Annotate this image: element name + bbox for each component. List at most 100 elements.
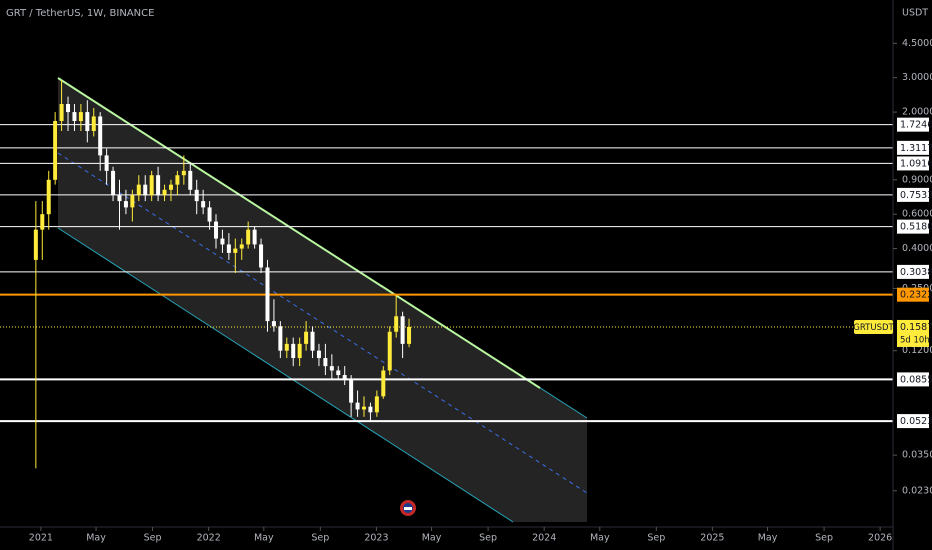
candle-body [323,358,328,367]
y-tick-label: 2.0000 [902,107,932,118]
price-badge [897,319,929,347]
candle-body [162,189,167,196]
level-label: 0.5180 [900,222,932,233]
candle-body [374,396,379,413]
x-tick-label: Sep [647,533,665,544]
candle-body [40,214,45,230]
y-tick-label: 0.0350 [902,450,932,461]
candle-body [136,184,141,196]
y-tick-label: 0.1200 [902,345,932,356]
candle-body [297,343,302,359]
candle-body [104,155,109,171]
y-axis-label: USDT [902,8,928,19]
channel-lower [57,227,514,523]
levels [0,124,893,423]
level-badge [897,219,929,234]
level-label: 1.0916 [900,158,932,169]
level-label: 1.7246 [900,120,932,131]
x-tick-label: May [758,533,778,544]
candle-body [168,184,173,190]
candle-body [278,326,283,351]
level-badge [897,117,929,132]
candle-body [175,175,180,185]
x-tick-label: Sep [815,533,833,544]
symbol-label: GRTUSDT [853,323,894,333]
level-badge [897,156,929,171]
x-tick-label: 2024 [532,533,556,544]
y-tick-label: 3.0000 [902,72,932,83]
level-label: 0.0855 [900,374,932,385]
x-tick-label: Sep [311,533,329,544]
candle-body [181,170,186,176]
candle-body [123,201,128,208]
candle-body [239,244,244,249]
x-tick-label: May [254,533,274,544]
channel-mid [57,152,588,494]
x-tick-label: 2022 [197,533,221,544]
candle-body [336,370,341,376]
level-label: 0.3038 [900,267,932,278]
y-tick-label: 0.9000 [902,174,932,185]
candle-body [342,375,347,380]
candle-body [214,221,219,239]
candle-body [259,244,264,268]
axes: 4.50003.00002.00000.90000.60000.40000.25… [29,38,932,544]
candle-body [149,175,154,196]
candle-body [329,366,334,371]
candle-body [407,326,412,344]
candle-body [284,343,289,351]
y-tick-label: 4.5000 [902,38,932,49]
candle-body [188,170,193,190]
candle-body [53,121,58,180]
x-tick-label: 2023 [364,533,388,544]
candles [33,80,412,469]
candle-body [143,184,148,196]
level-badge [897,264,929,279]
candle-body [271,321,276,327]
candle-body [291,343,296,359]
candle-body [46,179,51,215]
candle-body [349,379,354,403]
candle-body [194,189,199,202]
candle-body [130,195,135,208]
candle-body [33,229,38,260]
candle-body [78,112,83,122]
candle-body [355,402,360,410]
candle-body [387,331,392,371]
candle-body [400,316,405,344]
chart-title: GRT / TetherUS, 1W, BINANCE [6,8,154,19]
x-tick-label: May [422,533,442,544]
candle-body [368,406,373,413]
candle-body [201,201,206,208]
candle-body [117,195,122,202]
candle-body [233,248,238,253]
y-tick-label: 0.4000 [902,243,932,254]
candle-body [91,116,96,132]
candle-body [98,116,103,156]
level-badge [897,414,929,429]
candle-body [226,244,231,253]
candle-body [72,112,77,122]
price-label: 0.1587 [900,322,932,333]
x-tick-label: May [590,533,610,544]
candle-body [362,406,367,410]
y-tick-label: 0.6000 [902,209,932,220]
candle-body [59,104,64,122]
level-label: 0.2322 [900,290,932,301]
candle-body [246,229,251,245]
candle-body [265,267,270,322]
candle-body [66,104,71,113]
trend-line [57,77,541,389]
candle-body [156,175,161,196]
candle-body [207,207,212,222]
countdown-label: 5d 10h [900,335,930,345]
event-icon [400,500,416,516]
x-tick-label: Sep [479,533,497,544]
level-badge [897,287,929,302]
x-tick-label: 2025 [700,533,724,544]
candle-body [316,350,321,359]
x-tick-label: Sep [144,533,162,544]
level-label: 0.7533 [900,190,932,201]
